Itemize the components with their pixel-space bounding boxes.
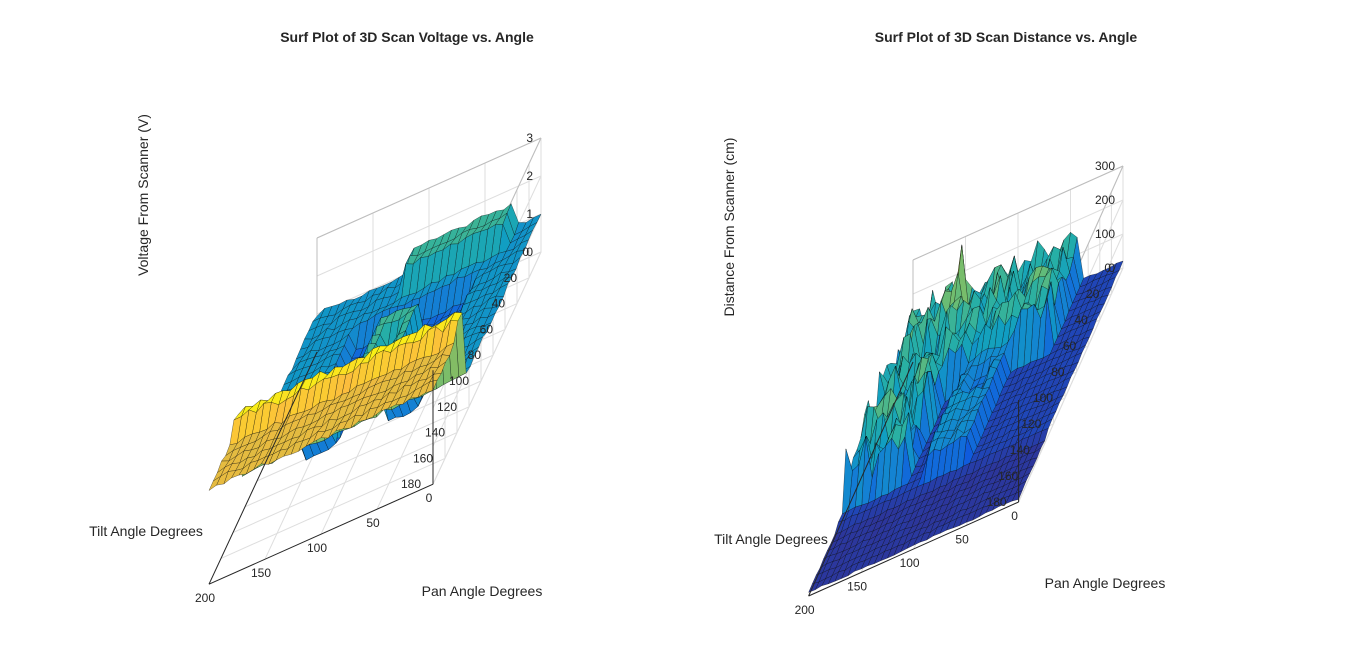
x-tick-label: 0 <box>426 491 433 505</box>
x-axis-line <box>208 483 434 585</box>
left-axes <box>208 351 434 585</box>
z-tick-label: 0 <box>1108 261 1115 275</box>
box-edge <box>912 165 1124 261</box>
x-tick-label: 100 <box>307 541 327 555</box>
z-tick-label: 3 <box>526 131 533 145</box>
y-axis-line <box>208 351 318 585</box>
left-title: Surf Plot of 3D Scan Voltage vs. Angle <box>280 29 534 45</box>
x-tick-label: 50 <box>366 516 380 530</box>
wall-grid-z2 <box>432 251 542 485</box>
y-tick-label: 40 <box>1074 313 1088 327</box>
z-tick-label: 1 <box>526 207 533 221</box>
distance-surface-plot: Surf Plot of 3D Scan Distance vs. Angle … <box>714 29 1165 617</box>
x-tick-label: 150 <box>251 566 271 580</box>
x-tick-label: 0 <box>1011 509 1018 523</box>
left-zlabel: Voltage From Scanner (V) <box>135 114 151 276</box>
y-tick-label: 80 <box>1051 365 1065 379</box>
y-tick-label: 60 <box>1063 339 1077 353</box>
floor-grid-y <box>256 380 482 482</box>
floor-grid-y <box>232 432 458 534</box>
wall-grid-z <box>912 199 1124 295</box>
right-xlabel: Pan Angle Degrees <box>1045 575 1166 591</box>
x-tick-label: 200 <box>195 591 215 605</box>
y-tick-label: 80 <box>468 348 482 362</box>
z-tick-label: 2 <box>526 169 533 183</box>
y-tick-label: 120 <box>437 400 457 414</box>
y-tick-label: 20 <box>504 271 518 285</box>
right-surface <box>808 231 1124 593</box>
y-tick-label: 60 <box>480 322 494 336</box>
z-tick-label: 300 <box>1095 159 1115 173</box>
y-tick-label: 100 <box>1033 391 1053 405</box>
surface-facet <box>208 475 222 492</box>
x-tick-label: 100 <box>900 556 920 570</box>
z-tick-label: 200 <box>1095 193 1115 207</box>
right-title: Surf Plot of 3D Scan Distance vs. Angle <box>875 29 1138 45</box>
wall-grid-z2 <box>1018 267 1124 503</box>
right-zlabel: Distance From Scanner (cm) <box>721 138 737 317</box>
x-tick-label: 200 <box>795 603 815 617</box>
y-tick-label: 140 <box>1010 443 1030 457</box>
y-tick-label: 0 <box>522 245 529 259</box>
y-tick-label: 100 <box>449 374 469 388</box>
left-ticks: 0 50 100 150 200 0 20 40 60 80 100 120 140 160 180 0 1 2 3 <box>195 131 533 605</box>
x-tick-label: 50 <box>955 533 969 547</box>
y-tick-label: 140 <box>425 426 445 440</box>
left-ylabel: Tilt Angle Degrees <box>89 523 203 539</box>
floor-grid-y <box>220 457 446 559</box>
y-tick-label: 160 <box>998 469 1018 483</box>
x-axis-line <box>808 501 1019 597</box>
left-xlabel: Pan Angle Degrees <box>422 583 543 599</box>
y-tick-label: 180 <box>987 495 1007 509</box>
right-axes <box>808 361 1020 597</box>
voltage-surface-plot: Surf Plot of 3D Scan Voltage vs. Angle 0… <box>89 29 542 605</box>
z-tick-label: 0 <box>526 245 533 259</box>
y-tick-label: 180 <box>401 477 421 491</box>
y-tick-label: 160 <box>413 451 433 465</box>
box-edge <box>316 137 542 239</box>
y-tick-label: 20 <box>1086 287 1100 301</box>
y-tick-label: 0 <box>1104 261 1111 275</box>
right-ticks: 0 50 100 150 200 0 20 40 60 80 100 120 140 160 180 0 100… <box>795 159 1116 617</box>
right-ylabel: Tilt Angle Degrees <box>714 531 828 547</box>
y-tick-label: 40 <box>492 297 506 311</box>
y-tick-label: 120 <box>1021 417 1041 431</box>
left-surface <box>208 203 542 492</box>
z-tick-label: 100 <box>1095 227 1115 241</box>
wall-grid-z <box>316 175 542 277</box>
y-axis-line <box>808 361 914 597</box>
x-tick-label: 150 <box>847 580 867 594</box>
floor-grid-y <box>244 406 470 508</box>
